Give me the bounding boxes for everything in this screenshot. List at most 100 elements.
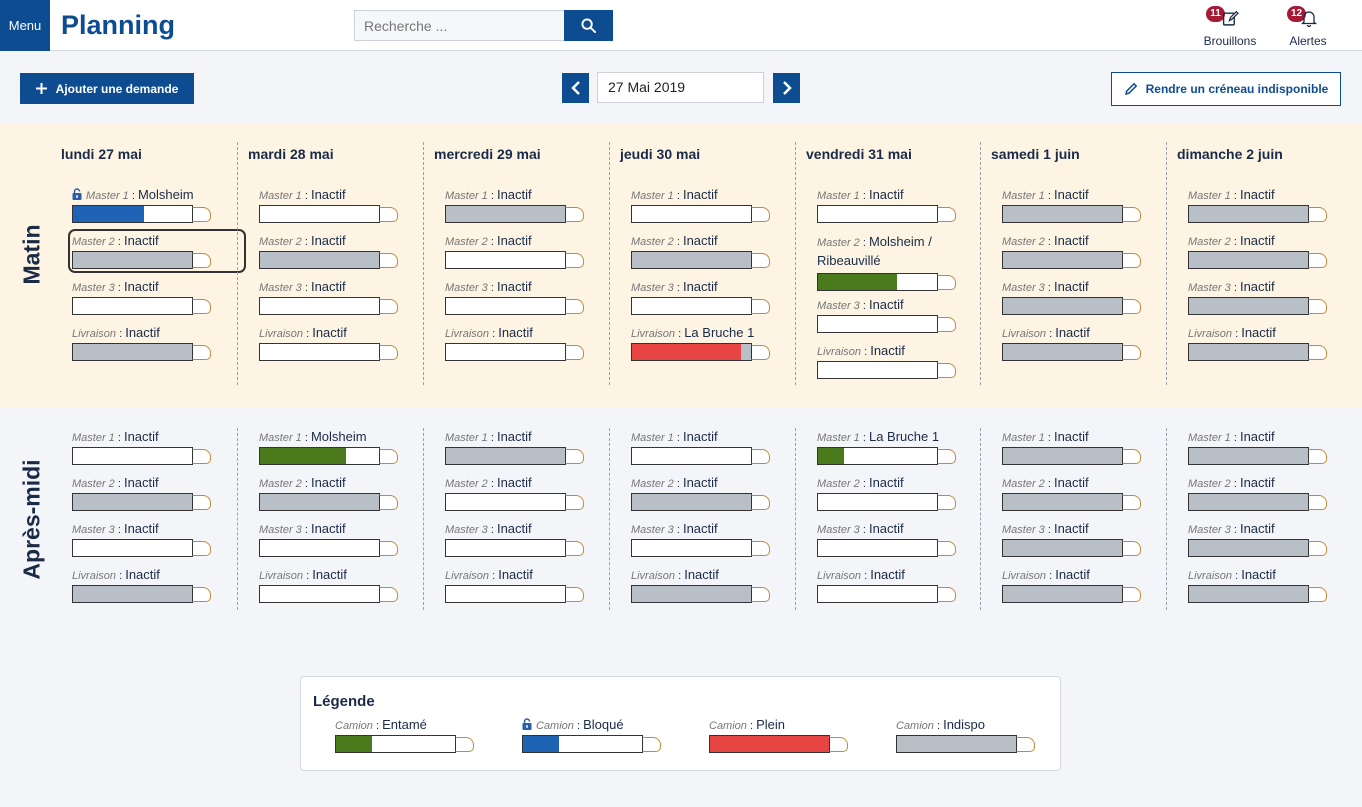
slot[interactable]: Livraison : Inactif — [1002, 325, 1172, 361]
alerts-label: Alertes — [1289, 34, 1327, 48]
truck-capacity-bar — [1188, 251, 1328, 269]
truck-cab-icon — [379, 345, 398, 360]
slot[interactable]: Master 2 : Inactif — [68, 229, 246, 273]
slot-label: Master 3 : Inactif — [1002, 279, 1089, 294]
slot[interactable]: Master 3 : Inactif — [259, 279, 429, 315]
slot[interactable]: Master 3 : Inactif — [72, 279, 242, 315]
slot[interactable]: Master 3 : Inactif — [72, 521, 242, 557]
slot[interactable]: Master 1 : Inactif — [445, 429, 615, 465]
truck-cab-icon — [379, 299, 398, 314]
slot[interactable]: Master 2 : Inactif — [259, 475, 429, 511]
truck-body — [72, 343, 193, 361]
truck-cab-icon — [1308, 345, 1327, 360]
slot[interactable]: Master 1 : Inactif — [631, 429, 801, 465]
truck-body — [631, 585, 752, 603]
slot[interactable]: Livraison : Inactif — [1002, 567, 1172, 603]
truck-capacity-bar — [817, 205, 957, 223]
truck-cab-icon — [937, 587, 956, 602]
slot[interactable]: Master 2 : Inactif — [259, 233, 429, 269]
slot[interactable]: Master 2 : Inactif — [445, 233, 615, 269]
slot[interactable]: Master 1 : Inactif — [631, 187, 801, 223]
slot[interactable]: Master 3 : Inactif — [445, 521, 615, 557]
slot[interactable]: Master 2 : Molsheim / Ribeauvillé — [817, 233, 987, 291]
slot[interactable]: Master 1 : Molsheim — [259, 429, 429, 465]
slot[interactable]: Livraison : Inactif — [817, 343, 987, 379]
slot-label: Master 2 : Inactif — [259, 475, 346, 490]
next-day-button[interactable] — [773, 73, 800, 103]
truck-body — [1188, 205, 1309, 223]
slot[interactable]: Master 2 : Inactif — [1188, 475, 1358, 511]
slot[interactable]: Master 1 : Inactif — [259, 187, 429, 223]
slot[interactable]: Master 3 : Inactif — [1002, 521, 1172, 557]
slot[interactable]: Master 3 : Inactif — [817, 521, 987, 557]
slot[interactable]: Master 1 : Inactif — [72, 429, 242, 465]
truck-cab-icon — [937, 541, 956, 556]
truck-body — [72, 447, 193, 465]
slot[interactable]: Livraison : Inactif — [259, 567, 429, 603]
slot-label: Camion : Entamé — [335, 717, 427, 732]
slot[interactable]: Livraison : Inactif — [445, 567, 615, 603]
slot-label: Livraison : Inactif — [445, 567, 533, 582]
page-title: Planning — [61, 10, 175, 40]
menu-button[interactable]: Menu — [0, 0, 50, 51]
slot[interactable]: Master 2 : Inactif — [631, 475, 801, 511]
slot[interactable]: Master 2 : Inactif — [1002, 233, 1172, 269]
slot[interactable]: Master 3 : Inactif — [817, 297, 987, 333]
slot[interactable]: Master 3 : Inactif — [1002, 279, 1172, 315]
add-request-button[interactable]: Ajouter une demande — [20, 73, 194, 104]
make-unavailable-button[interactable]: Rendre un créneau indisponible — [1111, 72, 1341, 106]
slot[interactable]: Livraison : Inactif — [1188, 325, 1358, 361]
slot[interactable]: Master 1 : La Bruche 1 — [817, 429, 987, 465]
slot-label: Master 3 : Inactif — [72, 279, 159, 294]
slot[interactable]: Master 3 : Inactif — [1188, 521, 1358, 557]
slot[interactable]: Master 2 : Inactif — [72, 475, 242, 511]
slot[interactable]: Master 1 : Inactif — [1188, 187, 1358, 223]
slot[interactable]: Master 2 : Inactif — [445, 475, 615, 511]
slot-value: Inactif — [125, 325, 160, 340]
slot[interactable]: Master 2 : Inactif — [1002, 475, 1172, 511]
drafts-button[interactable]: 11 Brouillons — [1195, 6, 1265, 48]
slot[interactable]: Livraison : Inactif — [445, 325, 615, 361]
search-button[interactable] — [564, 10, 613, 41]
slot[interactable]: Master 1 : Inactif — [817, 187, 987, 223]
slot-label: Master 2 : Inactif — [817, 475, 904, 490]
slot-vehicle-name: Master 1 — [817, 432, 860, 444]
slot[interactable]: Livraison : Inactif — [631, 567, 801, 603]
search-input[interactable] — [354, 10, 565, 41]
slot[interactable]: Master 3 : Inactif — [631, 279, 801, 315]
slot-value: Inactif — [310, 521, 346, 536]
date-field[interactable]: 27 Mai 2019 — [597, 72, 764, 103]
slot[interactable]: Livraison : Inactif — [259, 325, 429, 361]
legend: Légende Camion : Entamé Camion : Bloqué Ca… — [300, 676, 1061, 771]
slot[interactable]: Livraison : Inactif — [72, 325, 242, 361]
slot-value: Inactif — [682, 187, 718, 202]
slot[interactable]: Master 1 : Inactif — [1188, 429, 1358, 465]
slot[interactable]: Master 3 : Inactif — [1188, 279, 1358, 315]
slot[interactable]: Master 2 : Inactif — [817, 475, 987, 511]
slot[interactable]: Master 3 : Inactif — [259, 521, 429, 557]
column-separator — [237, 142, 238, 385]
slot[interactable]: Livraison : Inactif — [1188, 567, 1358, 603]
truck-fill — [446, 206, 565, 222]
slot[interactable]: Master 3 : Inactif — [631, 521, 801, 557]
truck-body — [72, 251, 193, 269]
truck-cab-icon — [751, 587, 770, 602]
truck-capacity-bar — [72, 297, 212, 315]
slot[interactable]: Master 1 : Inactif — [445, 187, 615, 223]
slot-vehicle-name: Camion — [709, 720, 747, 732]
slot[interactable]: Master 2 : Inactif — [631, 233, 801, 269]
previous-day-button[interactable] — [562, 73, 589, 103]
slot[interactable]: Master 1 : Inactif — [1002, 429, 1172, 465]
slot[interactable]: Master 3 : Inactif — [445, 279, 615, 315]
truck-body — [817, 315, 938, 333]
slot[interactable]: Livraison : La Bruche 1 — [631, 325, 801, 361]
slot[interactable]: Livraison : Inactif — [72, 567, 242, 603]
slot[interactable]: Master 2 : Inactif — [1188, 233, 1358, 269]
slot-label: Master 1 : Inactif — [445, 429, 532, 444]
alerts-button[interactable]: 12 Alertes — [1273, 6, 1343, 48]
slot[interactable]: Livraison : Inactif — [817, 567, 987, 603]
slot[interactable]: Master 1 : Molsheim — [72, 187, 242, 223]
truck-cab-icon — [1308, 449, 1327, 464]
slot[interactable]: Master 1 : Inactif — [1002, 187, 1172, 223]
truck-cab-icon — [1308, 253, 1327, 268]
